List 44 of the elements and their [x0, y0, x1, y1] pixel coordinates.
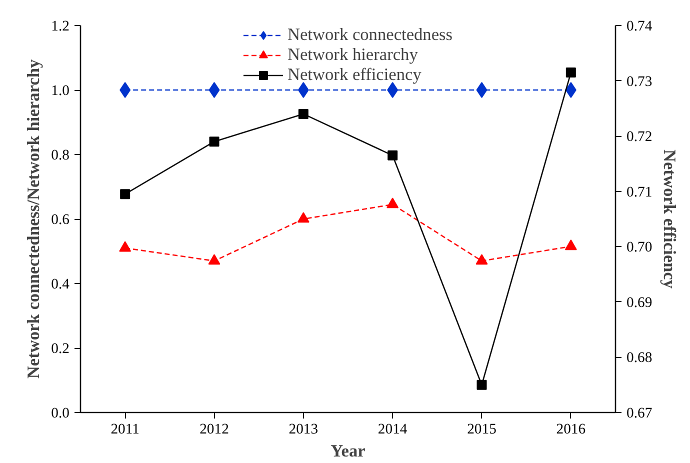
x-tick-label: 2011	[110, 422, 140, 438]
y2-tick-label: 0.68	[626, 350, 652, 366]
point	[208, 82, 220, 98]
y2-axis-title: Network efficiency	[660, 149, 680, 289]
point	[476, 254, 488, 265]
legend-label: Network efficiency	[287, 65, 422, 85]
y-tick-label: 0.0	[51, 406, 70, 422]
x-tick-label: 2016	[556, 422, 586, 438]
point	[208, 254, 220, 265]
point	[565, 82, 576, 98]
point	[297, 212, 310, 223]
y-axis-title: Network connectedness/Network hierarchy	[24, 59, 44, 379]
y2-tick-label: 0.74	[626, 18, 653, 34]
x-tick-label: 2014	[378, 422, 408, 438]
y2-tick-label: 0.72	[626, 129, 652, 146]
y2-tick-label: 0.73	[626, 74, 652, 90]
point	[120, 189, 130, 200]
point	[386, 198, 399, 208]
legend-label: Network connectedness	[287, 25, 453, 45]
point	[209, 136, 220, 147]
y2-tick-label: 0.69	[626, 294, 652, 311]
point	[476, 82, 488, 98]
x-tick-label: 2015	[467, 422, 496, 438]
y-tick-label: 0.8	[51, 148, 70, 164]
y2-tick-label: 0.71	[626, 184, 652, 200]
point	[564, 240, 577, 250]
point	[476, 380, 487, 390]
y-tick-label: 0.4	[51, 276, 70, 292]
point	[120, 82, 131, 98]
y-tick-label: 1.2	[51, 18, 70, 34]
point	[566, 67, 576, 78]
point	[298, 108, 308, 119]
x-tick-label: 2012	[200, 422, 229, 438]
y-tick-label: 0.6	[51, 212, 70, 228]
y-tick-label: 1.0	[51, 83, 70, 99]
point	[388, 150, 398, 160]
x-axis-title: Year	[330, 442, 366, 460]
y-tick-label: 0.2	[51, 341, 70, 357]
y2-tick-label: 0.67	[626, 406, 652, 422]
point	[298, 82, 309, 98]
point	[119, 241, 132, 252]
legend-label: Network hierarchy	[287, 45, 418, 65]
y2-tick-label: 0.70	[626, 240, 652, 256]
x-tick-label: 2013	[288, 422, 318, 438]
